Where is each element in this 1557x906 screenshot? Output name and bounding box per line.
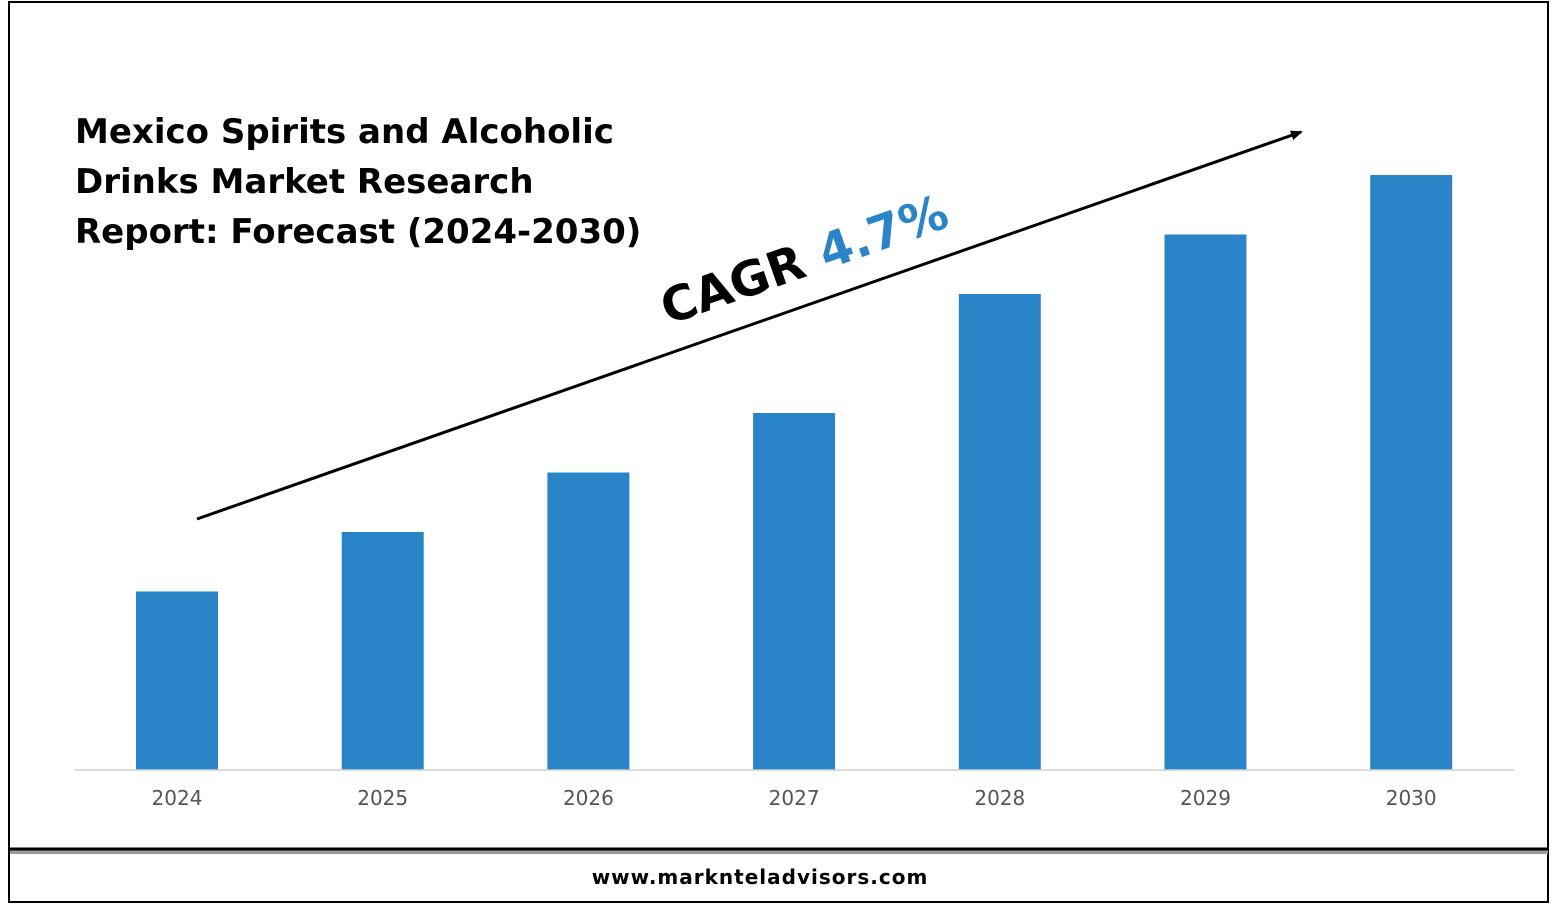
bar-2025	[341, 532, 424, 770]
chart-title-line-1: Mexico Spirits and Alcoholic	[75, 112, 614, 152]
tick-label-2027: 2027	[769, 786, 820, 810]
bar-2026	[547, 472, 630, 770]
chart-title: Mexico Spirits and Alcoholic Drinks Mark…	[75, 112, 641, 252]
tick-label-2028: 2028	[974, 786, 1025, 810]
bar-2024	[136, 591, 218, 770]
x-axis-tick-labels: 2024 2025 2026 2027 2028 2029 2030	[152, 786, 1437, 810]
tick-label-2029: 2029	[1180, 786, 1231, 810]
bar-2029	[1164, 234, 1247, 770]
cagr-trend-arrow	[196, 130, 1303, 521]
bars	[136, 175, 1453, 770]
tick-label-2024: 2024	[152, 786, 203, 810]
chart-title-line-2: Drinks Market Research	[75, 162, 534, 202]
footer-website: www.marknteladvisors.com	[592, 865, 929, 889]
bar-2027	[753, 413, 836, 770]
footer-divider-shadow	[10, 849, 1548, 854]
tick-label-2030: 2030	[1386, 786, 1437, 810]
chart-title-line-3: Report: Forecast (2024-2030)	[75, 212, 641, 252]
bar-2028	[958, 294, 1041, 770]
bar-2030	[1370, 175, 1453, 770]
tick-label-2025: 2025	[357, 786, 408, 810]
tick-label-2026: 2026	[563, 786, 614, 810]
